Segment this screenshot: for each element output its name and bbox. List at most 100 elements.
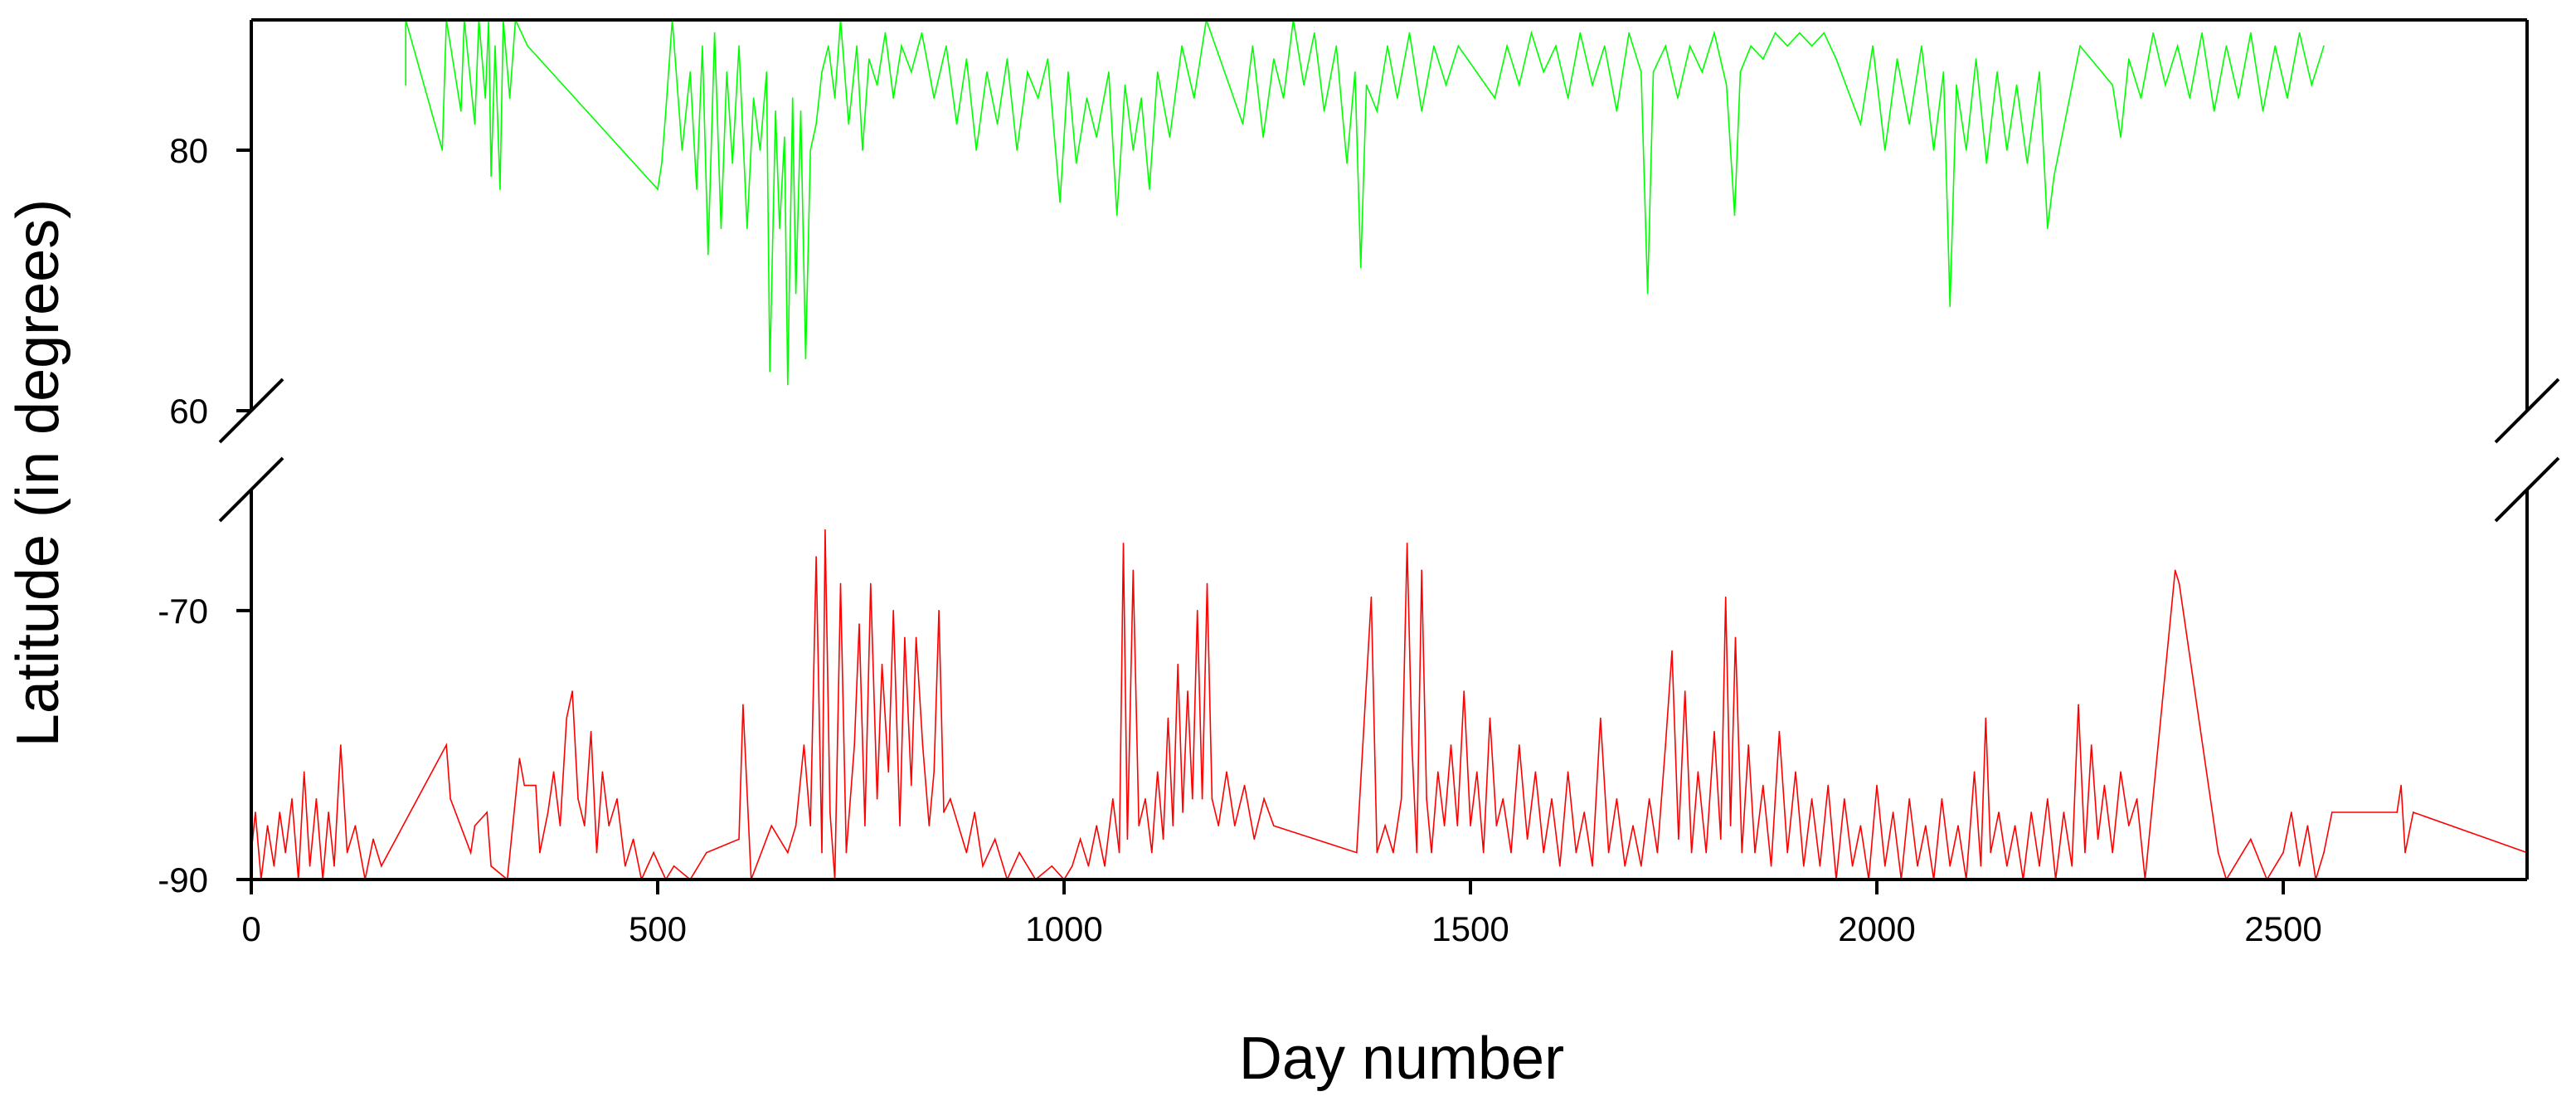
data-point (595, 851, 598, 854)
data-point (1921, 45, 1922, 47)
data-point (1786, 45, 1788, 47)
data-point (1192, 797, 1193, 800)
data-point (291, 797, 293, 800)
data-point (2213, 110, 2215, 112)
data-point (791, 97, 794, 99)
data-point (779, 227, 780, 230)
data-point (1182, 811, 1184, 813)
data-point (1844, 797, 1845, 800)
data-point (957, 825, 960, 826)
data-point (1720, 838, 1722, 841)
data-point (766, 71, 768, 73)
data-point (2030, 811, 2032, 813)
data-point (752, 97, 755, 99)
data-point (1411, 744, 1413, 746)
data-point (2250, 838, 2252, 841)
data-point (1665, 744, 1666, 746)
data-point (738, 45, 740, 47)
data-point (815, 123, 817, 125)
data-point (856, 45, 858, 47)
data-point (1592, 84, 1593, 86)
data-point (1519, 84, 1520, 86)
data-point (986, 71, 988, 73)
data-point (1519, 744, 1520, 746)
data-point (2298, 865, 2301, 867)
data-point (1510, 851, 1512, 854)
data-point (2015, 84, 2018, 86)
data-point (892, 97, 894, 99)
data-point (2323, 851, 2325, 854)
data-point (876, 84, 878, 86)
data-point (828, 45, 829, 47)
data-point (746, 227, 748, 230)
data-point (484, 97, 487, 99)
data-point (829, 811, 831, 813)
data-point (2039, 71, 2040, 73)
data-point (1489, 717, 1491, 719)
data-point (1400, 797, 1402, 800)
data-point (864, 825, 866, 826)
data-point (1551, 797, 1553, 800)
data-point (1799, 32, 1801, 34)
data-point (681, 149, 683, 151)
data-point (904, 636, 906, 639)
data-point (994, 838, 996, 841)
data-point (1543, 851, 1544, 854)
data-point (2165, 84, 2166, 86)
data-point (2413, 811, 2414, 813)
data-point (1067, 71, 1069, 73)
data-point (1823, 32, 1825, 34)
data-point (1138, 825, 1140, 826)
data-point (943, 811, 945, 813)
data-point (608, 825, 610, 826)
data-point (1096, 825, 1097, 826)
lower-series-lines (250, 529, 2528, 882)
data-point (1690, 851, 1693, 854)
data-point (884, 32, 887, 34)
data-point (2047, 797, 2049, 800)
data-point (2063, 811, 2065, 813)
data-point (665, 110, 667, 112)
data-point (2306, 825, 2309, 826)
data-point (2201, 32, 2203, 34)
data-point (1262, 136, 1264, 139)
data-point (1075, 162, 1077, 164)
data-point (1957, 825, 1959, 826)
data-point (769, 371, 771, 373)
data-point (1530, 32, 1533, 34)
data-point (706, 851, 707, 854)
data-point (405, 84, 407, 86)
data-point (809, 149, 812, 151)
data-point (474, 123, 476, 125)
data-point (1156, 71, 1159, 73)
data-point (1827, 784, 1829, 787)
data-point (965, 851, 968, 854)
data-point (494, 45, 496, 47)
data-point (266, 825, 269, 826)
data-point (1677, 97, 1679, 99)
data-point (535, 784, 537, 787)
data-point (1234, 825, 1236, 826)
data-point (1876, 784, 1878, 787)
x-tick-label: 2500 (2244, 909, 2321, 948)
data-point (1896, 58, 1898, 60)
data-point (1421, 569, 1422, 572)
data-point (1917, 865, 1918, 867)
data-point (2014, 825, 2016, 826)
data-point (2090, 744, 2092, 746)
data-point (945, 45, 947, 47)
data-point (1603, 45, 1606, 47)
data-point (1592, 865, 1593, 867)
data-point (1149, 188, 1150, 190)
data-point (2120, 771, 2122, 773)
data-point (1908, 797, 1910, 800)
axes: 0 500 1000 1500 2000 2500 60 80 -90 -70 (158, 18, 2560, 948)
data-point (2084, 851, 2086, 854)
data-point (1181, 45, 1183, 47)
data-point (787, 851, 789, 854)
data-point (1555, 45, 1557, 47)
data-point (815, 556, 817, 558)
data-point (868, 58, 870, 60)
x-tick-label: 2000 (1838, 909, 1915, 948)
